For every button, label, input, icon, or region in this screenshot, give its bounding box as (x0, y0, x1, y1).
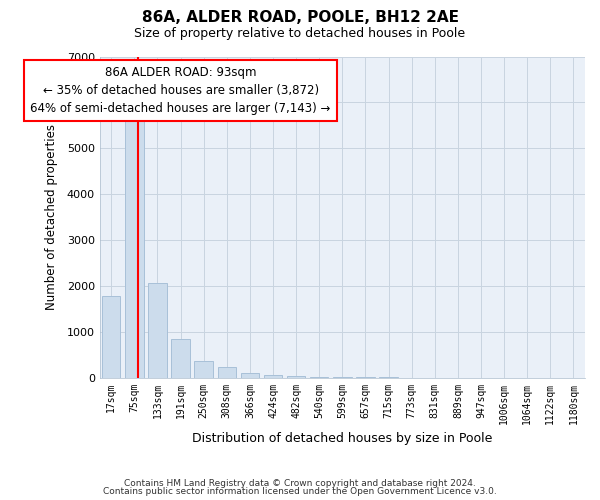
X-axis label: Distribution of detached houses by size in Poole: Distribution of detached houses by size … (192, 432, 493, 445)
Bar (194, 360, 213, 378)
Bar (172, 339, 190, 378)
Text: 86A, ALDER ROAD, POOLE, BH12 2AE: 86A, ALDER ROAD, POOLE, BH12 2AE (142, 10, 458, 25)
Text: Contains HM Land Registry data © Crown copyright and database right 2024.: Contains HM Land Registry data © Crown c… (124, 478, 476, 488)
Bar (102, 296, 121, 378)
Bar (218, 367, 236, 378)
Text: Size of property relative to detached houses in Poole: Size of property relative to detached ho… (134, 28, 466, 40)
Bar (287, 376, 305, 378)
Text: 86A ALDER ROAD: 93sqm
← 35% of detached houses are smaller (3,872)
64% of semi-d: 86A ALDER ROAD: 93sqm ← 35% of detached … (31, 66, 331, 114)
Bar (125, 114, 143, 378)
Bar (264, 375, 282, 378)
Text: Contains public sector information licensed under the Open Government Licence v3: Contains public sector information licen… (103, 487, 497, 496)
Bar (241, 372, 259, 378)
Bar (148, 283, 167, 378)
Y-axis label: Number of detached properties: Number of detached properties (46, 124, 58, 310)
